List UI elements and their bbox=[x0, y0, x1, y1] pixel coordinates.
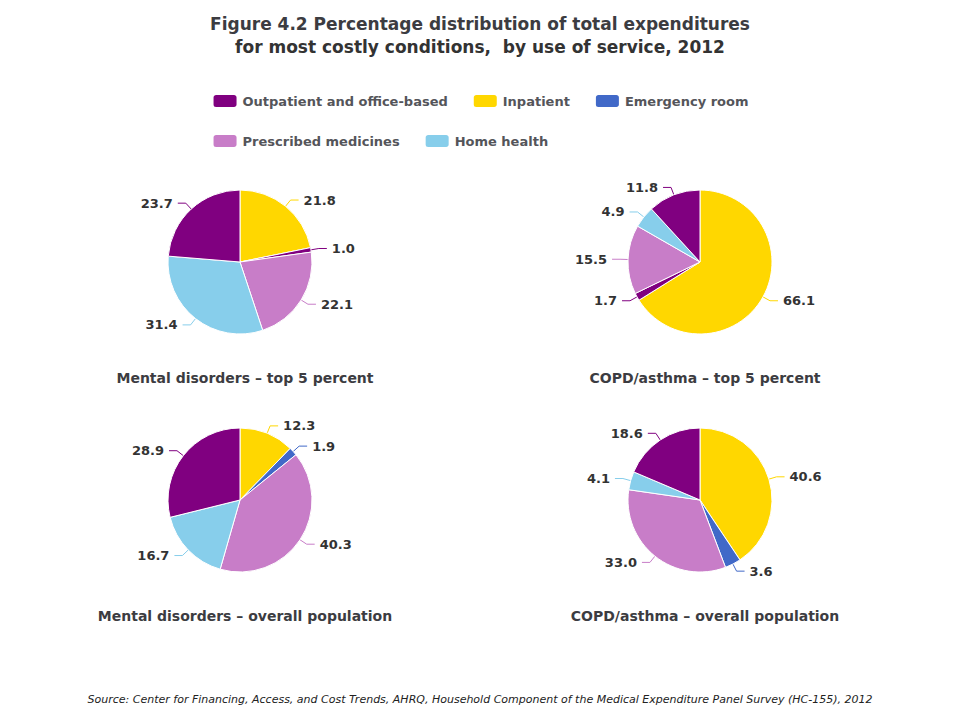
svg-text:Mental disorders – overall pop: Mental disorders – overall population bbox=[98, 608, 392, 624]
svg-text:4.1: 4.1 bbox=[587, 471, 610, 486]
svg-text:12.3: 12.3 bbox=[283, 418, 315, 433]
svg-text:28.9: 28.9 bbox=[132, 443, 164, 458]
svg-text:31.4: 31.4 bbox=[145, 317, 177, 332]
svg-text:40.6: 40.6 bbox=[790, 469, 822, 484]
svg-text:3.6: 3.6 bbox=[750, 564, 773, 579]
svg-text:40.3: 40.3 bbox=[320, 537, 352, 552]
svg-text:Home health: Home health bbox=[455, 134, 548, 149]
svg-text:Figure 4.2 Percentage distribu: Figure 4.2 Percentage distribution of to… bbox=[210, 14, 750, 34]
svg-text:11.8: 11.8 bbox=[626, 180, 658, 195]
svg-text:Inpatient: Inpatient bbox=[503, 94, 570, 109]
svg-text:18.6: 18.6 bbox=[611, 426, 643, 441]
svg-text:4.9: 4.9 bbox=[602, 204, 625, 219]
svg-text:Prescribed medicines: Prescribed medicines bbox=[243, 134, 400, 149]
svg-text:COPD/asthma – top 5 percent: COPD/asthma – top 5 percent bbox=[589, 370, 820, 386]
svg-text:66.1: 66.1 bbox=[783, 293, 815, 308]
svg-text:33.0: 33.0 bbox=[605, 555, 637, 570]
svg-text:Outpatient and office-based: Outpatient and office-based bbox=[243, 94, 448, 109]
svg-text:1.9: 1.9 bbox=[312, 439, 335, 454]
svg-text:23.7: 23.7 bbox=[141, 196, 173, 211]
svg-text:for most costly conditions, b: for most costly conditions, by use of se… bbox=[235, 37, 725, 57]
svg-text:1.0: 1.0 bbox=[332, 241, 355, 256]
svg-text:Mental disorders – top 5 perce: Mental disorders – top 5 percent bbox=[116, 370, 373, 386]
svg-text:22.1: 22.1 bbox=[321, 297, 353, 312]
svg-text:Source: Center for Financing,: Source: Center for Financing, Access, an… bbox=[88, 693, 873, 706]
svg-text:21.8: 21.8 bbox=[304, 193, 336, 208]
svg-text:15.5: 15.5 bbox=[575, 252, 607, 267]
svg-text:COPD/asthma – overall populati: COPD/asthma – overall population bbox=[571, 608, 839, 624]
svg-text:1.7: 1.7 bbox=[594, 293, 617, 308]
svg-text:16.7: 16.7 bbox=[137, 548, 169, 563]
svg-text:Emergency room: Emergency room bbox=[625, 94, 749, 109]
